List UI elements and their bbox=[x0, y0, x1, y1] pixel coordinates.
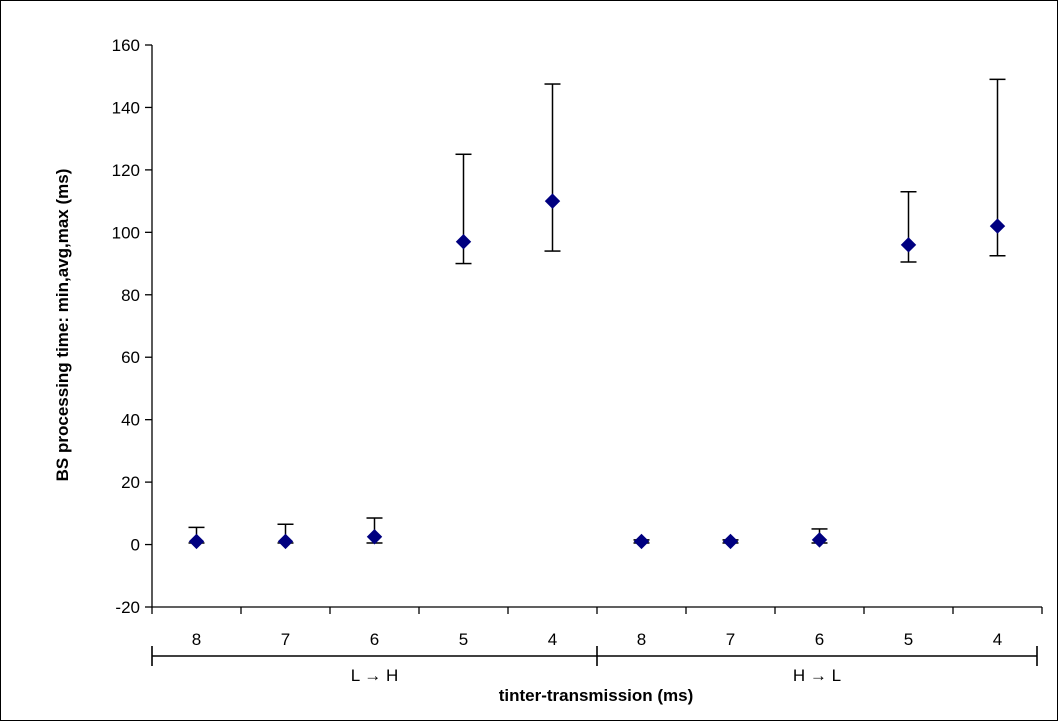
x-tick-label: 6 bbox=[370, 630, 379, 649]
x-tick-label: 6 bbox=[815, 630, 824, 649]
x-tick-label: 4 bbox=[548, 630, 557, 649]
y-tick-label: -20 bbox=[115, 598, 140, 617]
avg-marker bbox=[722, 533, 739, 550]
data-point-group bbox=[900, 190, 917, 263]
y-axis-title: BS processing time: min,avg,max (ms) bbox=[53, 169, 72, 482]
avg-marker bbox=[633, 533, 650, 550]
y-axis: -20 0 20 40 60 80 100 120 140 160 bbox=[112, 36, 153, 617]
x-tick-label: 7 bbox=[726, 630, 735, 649]
avg-marker bbox=[188, 533, 205, 550]
avg-marker bbox=[900, 237, 917, 253]
x-tick-label: 5 bbox=[459, 630, 468, 649]
x-tick-label: 8 bbox=[637, 630, 646, 649]
group-label: L → H bbox=[351, 666, 399, 685]
group-label: H → L bbox=[793, 666, 841, 685]
y-tick-label: 100 bbox=[112, 223, 140, 242]
y-tick-label: 160 bbox=[112, 36, 140, 55]
x-axis: 8 7 6 5 4 8 7 6 5 4 L → H H → L bbox=[151, 606, 1043, 685]
avg-marker bbox=[989, 218, 1006, 234]
x-tick-label: 5 bbox=[904, 630, 913, 649]
avg-marker bbox=[544, 193, 561, 209]
data-point-group bbox=[455, 153, 472, 265]
avg-marker bbox=[811, 532, 828, 548]
data-point-group bbox=[811, 528, 828, 548]
data-point-group bbox=[277, 523, 294, 550]
y-tick-label: 80 bbox=[121, 286, 140, 305]
avg-marker bbox=[455, 233, 472, 250]
y-tick-label: 60 bbox=[121, 348, 140, 367]
data-point-group bbox=[544, 83, 561, 252]
y-tick-label: 120 bbox=[112, 161, 140, 180]
data-marks bbox=[188, 78, 1006, 550]
data-point-group bbox=[633, 533, 650, 550]
x-axis-title: tinter-transmission (ms) bbox=[499, 686, 694, 705]
y-tick-label: 0 bbox=[131, 536, 140, 555]
y-tick-label: 140 bbox=[112, 98, 140, 117]
avg-marker bbox=[277, 533, 294, 550]
x-tick-label: 7 bbox=[281, 630, 290, 649]
x-tick-label: 8 bbox=[192, 630, 201, 649]
y-tick-label: 20 bbox=[121, 473, 140, 492]
y-tick-label: 40 bbox=[121, 411, 140, 430]
data-point-group bbox=[366, 517, 383, 545]
data-point-group bbox=[989, 78, 1006, 257]
data-point-group bbox=[722, 533, 739, 550]
x-tick-label: 4 bbox=[993, 630, 1002, 649]
avg-marker bbox=[366, 529, 383, 545]
data-point-group bbox=[188, 526, 205, 550]
